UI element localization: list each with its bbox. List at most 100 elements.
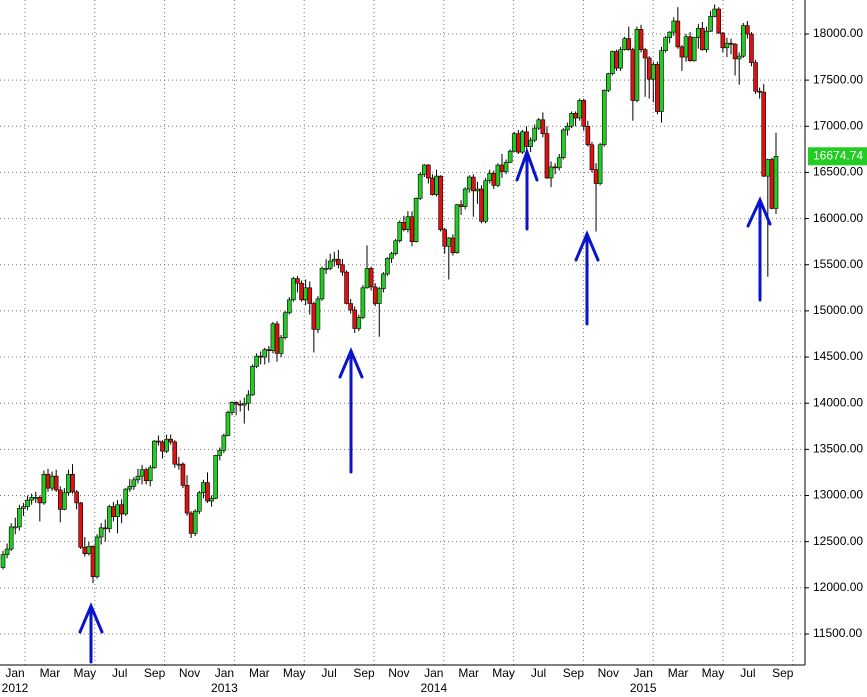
candle-body (745, 25, 750, 35)
candle-body (254, 355, 259, 367)
candle-body (111, 506, 116, 518)
candle-body (753, 62, 758, 92)
candle-body (82, 546, 88, 554)
candle-body (94, 536, 100, 578)
candle-body (98, 527, 104, 538)
candle-body (143, 469, 149, 482)
candle-body (139, 469, 145, 477)
x-tick-label: Sep (353, 666, 375, 680)
candle-body (311, 303, 317, 330)
x-tick-label: Nov (388, 666, 409, 680)
candle-body (389, 253, 394, 259)
candle-body (466, 176, 472, 190)
x-tick-label: Mar (40, 666, 61, 680)
last-price-box (808, 147, 867, 166)
candle-body (712, 8, 717, 17)
candle-body (356, 317, 362, 329)
candle-body (646, 57, 652, 80)
candle-body (107, 506, 112, 530)
x-tick-label: May (283, 666, 306, 680)
candle-body (773, 156, 779, 209)
year-label: 2012 (2, 681, 29, 695)
candle-body (135, 475, 141, 481)
candle-body (597, 144, 603, 184)
candle-body (331, 258, 337, 262)
candle-body (299, 282, 304, 301)
arrow (515, 147, 539, 231)
candle-body (462, 188, 468, 207)
candle-body (606, 73, 611, 91)
candle-body (242, 402, 247, 406)
candle-body (49, 475, 55, 489)
x-tick-label: Sep (144, 666, 166, 680)
y-tick-label: 13500.00 (813, 442, 863, 456)
candle-body (323, 268, 329, 270)
candle-body (172, 441, 178, 465)
candle-body (565, 125, 570, 131)
x-tick-label: Nov (598, 666, 619, 680)
candle-body (86, 545, 92, 554)
candle-body (74, 491, 79, 504)
y-tick-label: 15500.00 (813, 257, 863, 271)
candle-body (516, 133, 521, 153)
candle-body (724, 42, 730, 49)
candle-body (421, 164, 427, 175)
candle-body (78, 502, 84, 548)
arrow (338, 347, 364, 474)
candle-body (164, 438, 169, 452)
x-tick-label: Mar (668, 666, 689, 680)
candle-body (385, 257, 390, 275)
candle-body (667, 31, 672, 38)
candle-body (757, 90, 762, 93)
candle-body (520, 131, 525, 153)
candle-body (327, 260, 333, 269)
x-tick-label: Jan (424, 666, 443, 680)
candle-body (119, 504, 124, 515)
x-tick-label: Jan (5, 666, 24, 680)
candle-body (340, 264, 345, 273)
y-tick-label: 16000.00 (813, 211, 863, 225)
candle-body (123, 488, 128, 515)
y-tick-label: 13000.00 (813, 488, 863, 502)
candle-body (556, 157, 562, 169)
x-tick-label: Mar (249, 666, 270, 680)
candle-body (364, 268, 370, 289)
candle-body (442, 229, 448, 247)
candle-body (352, 309, 358, 329)
candle-body (471, 176, 476, 192)
candle-body (651, 64, 656, 80)
candle-body (503, 161, 509, 172)
candle-body (303, 287, 308, 301)
candle-body (430, 177, 435, 195)
candle-body (221, 435, 227, 451)
candle-body (642, 49, 648, 59)
candle-body (152, 440, 157, 469)
candle-body (687, 36, 693, 62)
candle-body (372, 286, 378, 304)
candle-body (160, 441, 165, 452)
candle-body (638, 29, 644, 50)
candle-body (397, 221, 403, 242)
candle-body (70, 473, 75, 493)
candle-body (540, 119, 546, 134)
x-tick-label: Jul (112, 666, 127, 680)
candle-body (274, 323, 280, 354)
candle-body (679, 46, 685, 58)
candle-body (483, 180, 488, 222)
candle-body (344, 271, 349, 304)
candle-body (413, 197, 419, 242)
candle-body (524, 131, 529, 147)
candle-body (450, 237, 456, 254)
last-price-label: 16674.74 (813, 148, 863, 162)
candle-body (184, 485, 190, 514)
candle-body (368, 268, 374, 288)
candle-body (25, 499, 30, 507)
candle-body (282, 312, 288, 338)
candle-body (626, 38, 632, 50)
candle-body (237, 403, 243, 406)
y-tick-label: 14000.00 (813, 395, 863, 409)
candle-body (8, 526, 14, 550)
x-tick-label: Mar (458, 666, 479, 680)
candle-body (57, 489, 63, 510)
candle-body (495, 164, 501, 186)
